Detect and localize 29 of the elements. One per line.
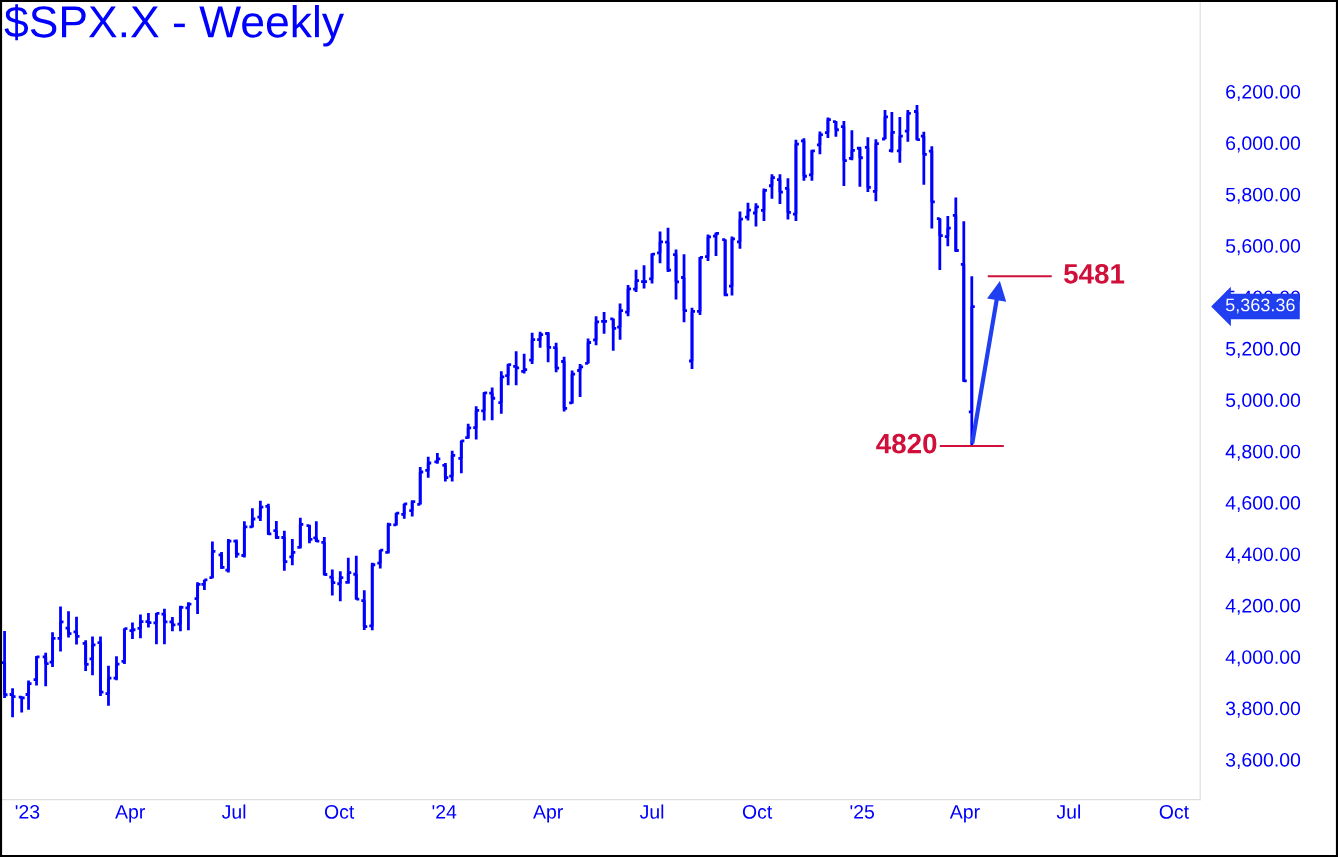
y-tick-label: 5,200.00 (1225, 341, 1301, 358)
x-tick-label: '24 (432, 804, 457, 819)
y-tick-label: 5,800.00 (1225, 187, 1301, 204)
y-tick-label: 6,200.00 (1226, 84, 1301, 101)
x-tick-label: '25 (850, 804, 875, 819)
chart-title: $SPX.X - Weekly (4, 4, 344, 47)
x-tick-label: '23 (15, 804, 40, 819)
y-tick-label: 5,600.00 (1225, 239, 1301, 256)
y-tick-label: 5,000.00 (1225, 393, 1301, 410)
x-tick-label: Apr (115, 805, 145, 823)
y-tick-label: 6,000.00 (1226, 136, 1301, 153)
y-tick-label: 4,400.00 (1225, 547, 1301, 564)
y-tick-label: 4,200.00 (1225, 598, 1301, 615)
y-tick-label: 3,800.00 (1225, 701, 1301, 718)
y-tick-label: 4,600.00 (1225, 496, 1301, 513)
ref-line-label: 5481 (1064, 263, 1125, 284)
x-tick-label: Jul (639, 804, 664, 819)
x-tick-label: Apr (533, 805, 563, 823)
candlestick (394, 511, 398, 527)
ref-line-label: 4820 (876, 433, 937, 454)
y-tick-label: 4,800.00 (1225, 444, 1301, 461)
y-tick-label: 4,000.00 (1225, 650, 1301, 667)
x-tick-label: Oct (324, 804, 355, 819)
x-tick-label: Oct (1159, 804, 1189, 819)
x-tick-label: Jul (221, 804, 246, 819)
x-tick-label: Jul (1056, 804, 1080, 819)
x-tick-label: Oct (742, 804, 773, 819)
x-tick-label: Apr (949, 805, 980, 823)
y-tick-label: 3,600.00 (1225, 752, 1301, 770)
